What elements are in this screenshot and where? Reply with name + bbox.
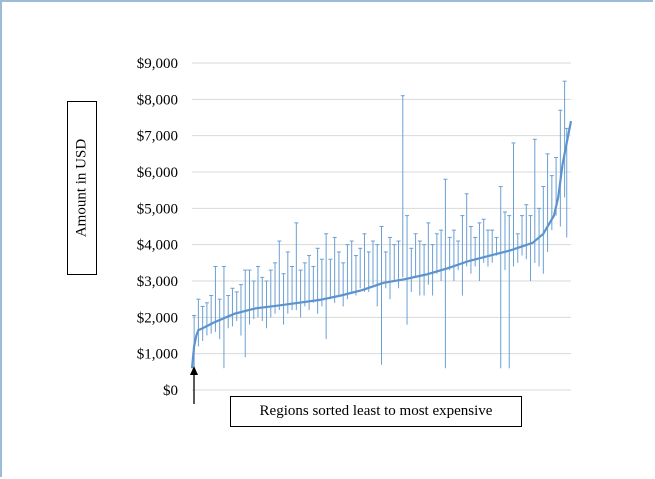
series-line bbox=[190, 120, 573, 369]
y-axis-ticks: $0 $1,000 $2,000 $3,000 $4,000 $5,000 $6,000 $7… bbox=[137, 56, 178, 399]
y-tick-label: $0 bbox=[163, 383, 178, 399]
y-tick-label: $7,000 bbox=[137, 129, 178, 145]
y-tick-label: $1,000 bbox=[137, 347, 178, 363]
y-tick-label: $4,000 bbox=[137, 238, 178, 254]
x-annotation-box: Regions sorted least to most expensive bbox=[230, 396, 522, 427]
range-bars bbox=[192, 80, 569, 372]
x-annotation-text: Regions sorted least to most expensive bbox=[259, 403, 493, 419]
start-arrow bbox=[190, 366, 198, 404]
arrow-head-icon bbox=[190, 366, 198, 375]
y-tick-label: $9,000 bbox=[137, 56, 178, 72]
y-tick-label: $2,000 bbox=[137, 310, 178, 326]
y-tick-label: $6,000 bbox=[137, 165, 178, 181]
y-tick-label: $5,000 bbox=[137, 201, 178, 217]
y-axis-label-box: Amount in USD bbox=[67, 101, 97, 275]
y-tick-label: $8,000 bbox=[137, 92, 178, 108]
y-tick-label: $3,000 bbox=[137, 274, 178, 290]
y-axis-label: Amount in USD bbox=[73, 138, 90, 238]
